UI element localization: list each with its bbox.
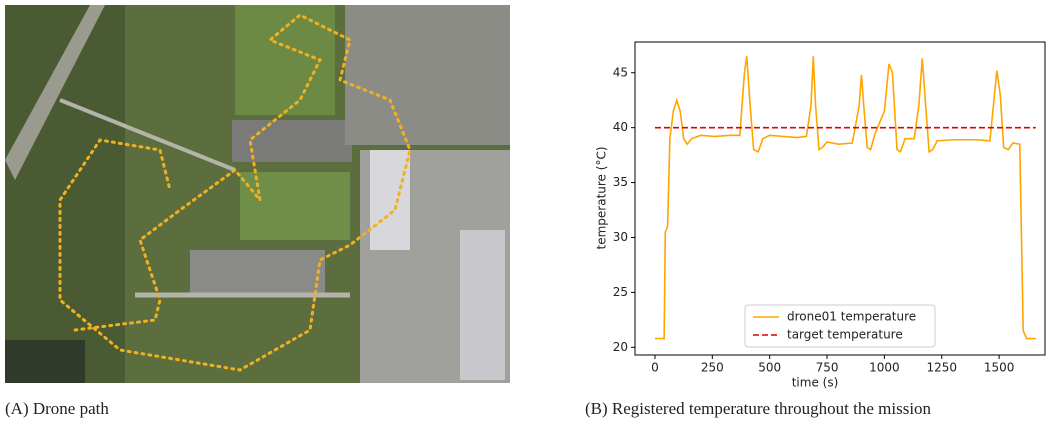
caption: (A) Drone path xyxy=(5,399,109,418)
aerial-image xyxy=(5,5,510,383)
y-axis-label: temperature (°C) xyxy=(595,147,609,250)
x-tick-label: 1000 xyxy=(869,361,900,375)
legend-label: target temperature xyxy=(787,328,903,342)
x-tick-label: 0 xyxy=(651,361,659,375)
plot-frame xyxy=(634,41,1046,356)
x-tick-label: 500 xyxy=(758,361,781,375)
x-axis-label: time (s) xyxy=(792,376,839,390)
legend-label: drone01 temperature xyxy=(787,310,916,324)
legend-box xyxy=(744,304,936,348)
caption: (B) Registered temperature throughout th… xyxy=(585,399,932,418)
y-tick-label: 25 xyxy=(613,285,628,299)
x-tick-label: 1500 xyxy=(984,361,1015,375)
y-tick-label: 35 xyxy=(613,175,628,189)
y-tick-label: 45 xyxy=(613,65,628,79)
data-line xyxy=(654,56,1036,340)
y-tick-label: 40 xyxy=(613,120,628,134)
x-tick-label: 750 xyxy=(816,361,839,375)
y-tick-label: 30 xyxy=(613,230,628,244)
x-tick-label: 1250 xyxy=(926,361,957,375)
y-tick-label: 20 xyxy=(613,340,628,354)
x-tick-label: 250 xyxy=(701,361,724,375)
